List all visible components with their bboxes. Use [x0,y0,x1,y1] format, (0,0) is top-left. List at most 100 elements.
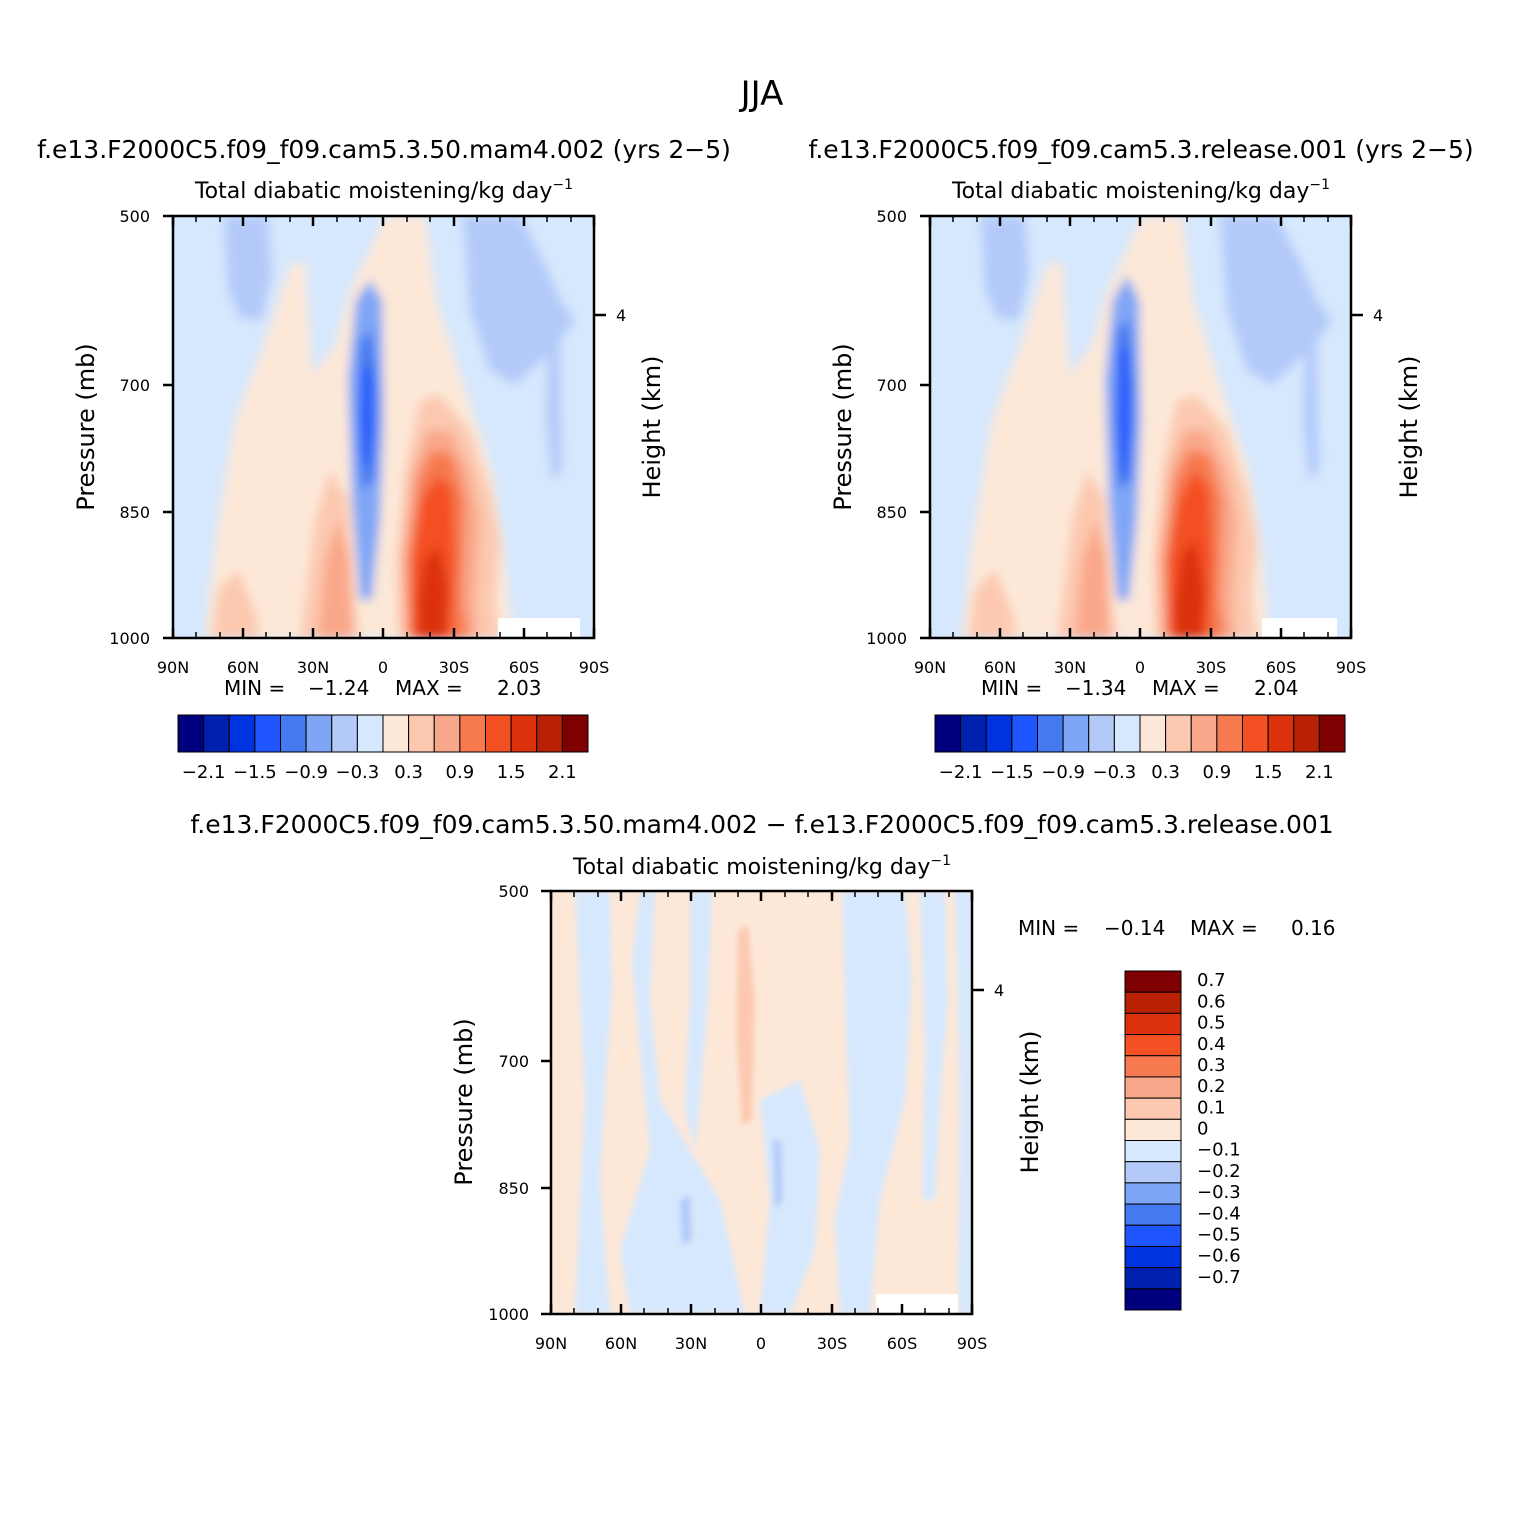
x-tick-label: 90S [957,1334,988,1353]
colorbar-swatch [280,714,307,753]
axes [920,214,1363,640]
x-tick-label: 60S [509,658,540,677]
colorbar-swatch [1124,1161,1182,1184]
x-tick-label: 60N [984,658,1016,677]
colorbar: 0.70.60.50.40.30.20.10−0.1−0.2−0.3−0.4−0… [1124,970,1241,1311]
contour-positive-5 [1175,540,1205,638]
max-label: MAX = [395,676,463,700]
missing-data-mask [876,1294,958,1314]
colorbar: −2.1 −1.5 −0.9 −0.3 0.3 0.9 1.5 2.1 [934,714,1346,783]
figure-title: JJA [739,74,784,114]
contour-negative-band [955,891,972,1314]
x-tick-label: 60N [605,1334,637,1353]
colorbar-label: −0.6 [1197,1246,1241,1267]
colorbar-label: 0.3 [1197,1055,1226,1076]
colorbar-swatch [1139,714,1167,753]
colorbar-swatch [1062,714,1090,753]
colorbar-label: 0.3 [1151,762,1180,783]
y-tick-label: 700 [119,376,150,395]
colorbar-swatch [1293,714,1320,753]
axes [163,214,606,640]
colorbar-swatch [934,714,962,753]
colorbar-swatch [536,714,563,753]
colorbar: −2.1 −1.5 −0.9 −0.3 0.3 0.9 1.5 2.1 [177,714,589,783]
y-tick-label: 850 [119,503,150,522]
variable-title: Total diabatic moistening/kg day−1 [572,853,951,880]
contour-weak-negative [224,216,272,320]
colorbar-swatch [1124,1267,1182,1290]
min-value: −1.24 [308,676,369,700]
y-tick-label: 1000 [488,1305,529,1324]
colorbar-swatch [1124,970,1182,993]
colorbar-swatch [1124,1076,1182,1099]
variable-title-exponent: −1 [1309,177,1330,193]
case-title: f.e13.F2000C5.f09_f09.cam5.3.release.001… [808,135,1473,164]
contour-weak-negative [981,216,1029,320]
x-tick-label: 0 [1135,658,1145,677]
case-title: f.e13.F2000C5.f09_f09.cam5.3.50.mam4.002… [37,135,731,164]
colorbar-swatch [408,714,435,753]
x-tick-label: 30N [297,658,329,677]
variable-title: Total diabatic moistening/kg day−1 [194,177,573,204]
x-tick-labels: 90N 60N 30N 0 30S 60S 90S [157,658,609,677]
colorbar-swatch [1124,1140,1182,1163]
colorbar-label: 2.1 [1305,762,1334,783]
variable-title-text: Total diabatic moistening/kg day [951,179,1309,204]
colorbar-swatch [1124,1118,1182,1141]
contour-strong-negative [362,365,373,470]
colorbar-label: 2.1 [548,762,577,783]
colorbar-label: 0.9 [446,762,475,783]
missing-data-mask [1262,618,1337,638]
y2-axis-label: Height (km) [638,356,666,499]
y-tick-label: 1000 [109,629,150,648]
colorbar-swatch [305,714,333,753]
min-label: MIN = [224,676,285,700]
x-tick-label: 30S [817,1334,848,1353]
colorbar-label: 0 [1197,1119,1208,1140]
colorbar-swatch [1124,1097,1182,1120]
colorbar-label: 0.4 [1197,1034,1226,1055]
y-axis-label: Pressure (mb) [450,1018,478,1185]
colorbar-swatch [1216,714,1243,753]
y-tick-label: 500 [498,882,529,901]
colorbar-swatch [1318,714,1346,753]
colorbar-label: −0.7 [1197,1267,1241,1288]
y-tick-label: 700 [876,376,907,395]
contour-left-pos [1075,520,1109,638]
colorbar-swatch [382,714,410,753]
contour-weak-negative [1303,340,1319,480]
contour-weak-negative [1220,216,1332,385]
min-value: −1.34 [1065,676,1126,700]
colorbar-label: −0.3 [1093,762,1137,783]
colorbar-swatch [960,714,987,753]
contour-left-pos [212,570,260,638]
colorbar-label: −0.1 [1197,1140,1241,1161]
contour-negative-band [575,891,612,1314]
colorbar-swatch [510,714,538,753]
contour-negative-band [760,1080,820,1314]
variable-title-exponent: −1 [552,177,573,193]
y-axis-label: Pressure (mb) [829,343,857,510]
colorbar-label: 0.7 [1197,970,1226,991]
panel-difference: f.e13.F2000C5.f09_f09.cam5.3.50.mam4.002… [190,810,1335,1353]
y-tick-labels: 500 700 850 1000 4 [488,882,1004,1324]
variable-title-text: Total diabatic moistening/kg day [572,855,930,880]
colorbar-label: −2.1 [182,762,226,783]
colorbar-swatch [1113,714,1141,753]
colorbar-swatch [433,714,461,753]
y-tick-label: 1000 [866,629,907,648]
colorbar-swatch [1267,714,1295,753]
min-max-stats: MIN = −1.24 MAX = 2.03 [224,676,542,700]
x-tick-label: 30N [1054,658,1086,677]
contour-weak-negative [546,340,562,480]
colorbar-label: 0.6 [1197,991,1226,1012]
panel-release: f.e13.F2000C5.f09_f09.cam5.3.release.001… [808,135,1473,783]
colorbar-label: −1.5 [990,762,1034,783]
colorbar-label: −1.5 [233,762,277,783]
max-label: MAX = [1152,676,1220,700]
y2-tick-label: 4 [994,981,1004,1000]
colorbar-label: 0.5 [1197,1013,1226,1034]
colorbar-swatch [203,714,230,753]
x-tick-label: 30S [1196,658,1227,677]
colorbar-swatch [1037,714,1064,753]
